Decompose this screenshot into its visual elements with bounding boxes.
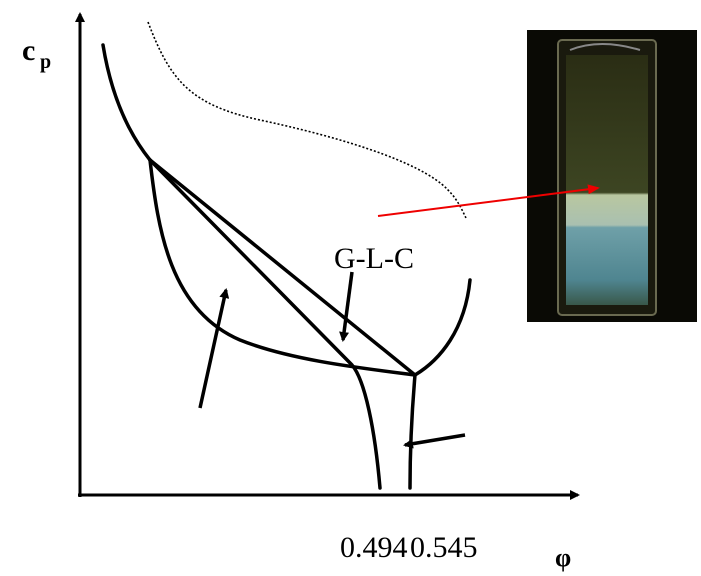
phase-boundaries bbox=[103, 45, 470, 488]
y-axis-label-sub: p bbox=[40, 51, 51, 73]
phase-diagram: c p G-L-C 0.494 0.545 φ bbox=[0, 0, 701, 576]
vial-photo bbox=[527, 30, 697, 322]
pointer-arrows bbox=[200, 272, 465, 445]
y-axis-label: c bbox=[22, 34, 35, 67]
x-marker: 0.545 bbox=[410, 531, 478, 564]
axes bbox=[78, 14, 578, 497]
x-marker: 0.494 bbox=[340, 531, 408, 564]
region-label: G-L-C bbox=[334, 242, 414, 275]
x-axis-label: φ bbox=[555, 543, 571, 572]
dotted-boundary bbox=[148, 22, 466, 218]
